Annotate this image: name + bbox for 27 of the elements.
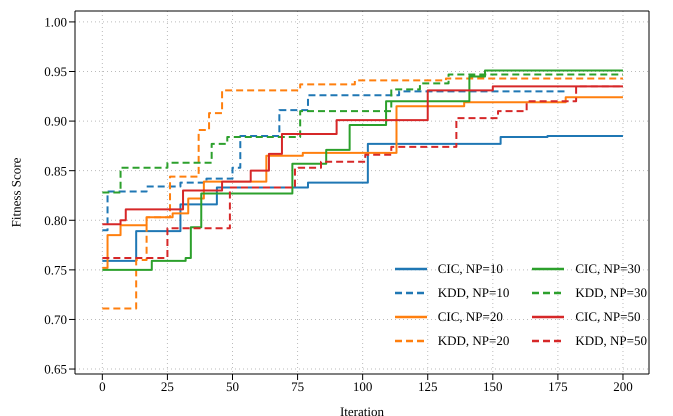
x-tick-label: 75	[291, 379, 304, 394]
legend-label: CIC, NP=30	[575, 261, 640, 277]
legend-label: KDD, NP=10	[438, 285, 510, 301]
x-tick-label: 175	[548, 379, 568, 394]
x-tick-label: 25	[160, 379, 174, 394]
x-tick-label: 100	[352, 379, 372, 394]
y-tick-label: 1.00	[44, 14, 67, 30]
legend-label: CIC, NP=10	[438, 261, 503, 277]
x-tick-label: 125	[418, 379, 438, 394]
x-axis-title: Iteration	[340, 404, 385, 416]
y-axis-title: Fitness Score	[8, 157, 24, 228]
legend-label: CIC, NP=20	[438, 309, 503, 325]
y-tick-label: 0.70	[44, 312, 67, 328]
legend-label: KDD, NP=30	[575, 285, 647, 301]
legend-label: KDD, NP=20	[438, 333, 510, 349]
x-tick-label: 0	[99, 379, 106, 394]
legend-label: KDD, NP=50	[575, 333, 647, 349]
x-tick-label: 50	[226, 379, 239, 394]
y-tick-label: 0.85	[44, 163, 67, 178]
x-tick-label: 200	[613, 379, 633, 394]
y-tick-label: 0.65	[44, 362, 67, 377]
x-tick-label: 150	[483, 379, 503, 394]
y-tick-label: 0.90	[44, 114, 67, 129]
y-tick-label: 0.95	[44, 64, 67, 80]
y-tick-label: 0.75	[44, 262, 67, 278]
y-tick-label: 0.80	[44, 212, 67, 228]
legend-label: CIC, NP=50	[575, 309, 640, 325]
